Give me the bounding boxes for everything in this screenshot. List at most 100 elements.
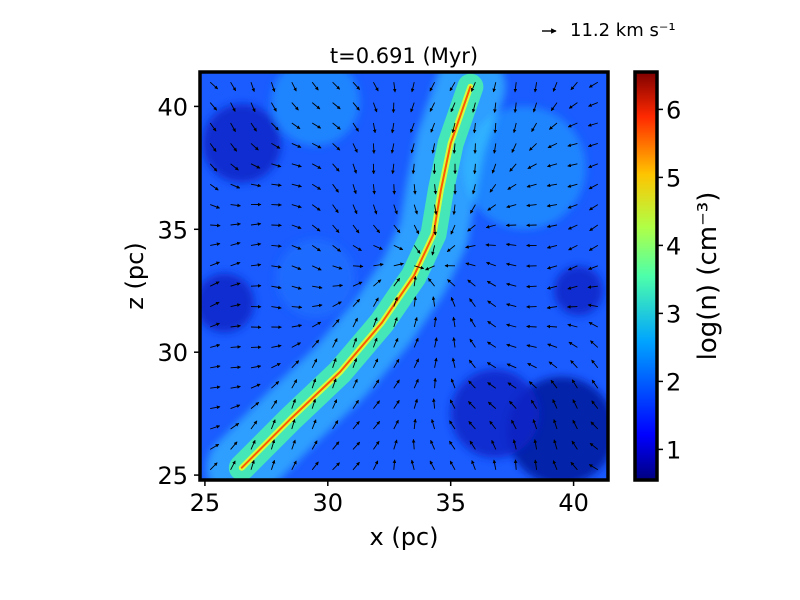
velocity-arrow: [271, 122, 279, 131]
velocity-arrow: [373, 440, 380, 450]
velocity-arrow: [230, 345, 242, 349]
velocity-arrow: [433, 224, 437, 236]
velocity-arrow: [393, 317, 398, 328]
velocity-arrow: [393, 439, 398, 450]
velocity-arrow: [553, 439, 558, 450]
velocity-arrow: [450, 296, 456, 307]
velocity-arrow: [431, 143, 436, 154]
velocity-arrow: [332, 102, 341, 110]
velocity-arrow: [413, 296, 417, 307]
velocity-arrow: [352, 337, 358, 348]
velocity-arrow: [468, 359, 476, 369]
velocity-arrow: [392, 184, 397, 195]
velocity-arrow: [332, 319, 340, 328]
velocity-arrow: [413, 418, 417, 430]
velocity-arrow: [506, 282, 517, 287]
velocity-arrow: [210, 223, 221, 228]
velocity-arrow: [467, 224, 476, 232]
velocity-arrow: [433, 377, 437, 389]
velocity-arrow: [572, 399, 578, 409]
velocity-arrow: [291, 418, 296, 430]
velocity-arrow: [373, 297, 379, 307]
velocity-arrow: [570, 461, 578, 471]
density-field: [200, 72, 608, 480]
velocity-arrow: [588, 265, 598, 270]
velocity-arrow: [332, 338, 338, 348]
velocity-arrow: [250, 401, 260, 409]
velocity-arrow: [487, 401, 497, 409]
velocity-arrow: [372, 102, 378, 113]
velocity-arrow: [250, 383, 261, 389]
velocity-arrow: [546, 183, 558, 188]
velocity-arrow: [210, 343, 221, 348]
velocity-arrow: [513, 102, 518, 113]
velocity-arrow: [352, 461, 360, 471]
y-tick-label: 40: [157, 93, 188, 121]
velocity-arrow: [352, 281, 363, 287]
velocity-arrow: [413, 358, 420, 368]
velocity-arrow: [393, 262, 404, 267]
velocity-arrow: [271, 265, 282, 269]
colorbar-gradient: [633, 70, 659, 482]
colorbar-tick-label: 5: [666, 164, 681, 192]
velocity-arrow: [546, 305, 558, 310]
velocity-arrow: [230, 365, 242, 370]
velocity-arrow: [352, 378, 358, 389]
velocity-arrow: [492, 459, 497, 470]
velocity-arrow: [291, 142, 302, 148]
velocity-arrow: [506, 343, 517, 348]
velocity-arrow: [513, 459, 518, 470]
velocity-arrow: [210, 425, 221, 430]
velocity-arrow: [250, 459, 255, 470]
velocity-arrow: [209, 462, 218, 471]
velocity-arrow: [352, 317, 358, 328]
velocity-arrow: [449, 399, 456, 409]
velocity-arrow: [352, 441, 361, 450]
velocity-arrow: [210, 204, 221, 209]
velocity-arrow: [352, 204, 358, 215]
velocity-arrow: [589, 442, 599, 450]
velocity-arrow: [506, 363, 517, 369]
y-tick-label: 35: [157, 216, 188, 244]
velocity-arrow: [552, 399, 558, 409]
velocity-arrow: [230, 385, 241, 389]
velocity-arrow: [250, 102, 256, 113]
velocity-arrow: [332, 357, 337, 368]
velocity-arrow: [291, 323, 303, 328]
velocity-arrow: [291, 204, 302, 209]
velocity-arrow: [587, 122, 598, 127]
velocity-arrow: [332, 245, 341, 252]
velocity-arrow: [373, 400, 380, 409]
colorbar-label: log(n) (cm⁻³): [693, 192, 723, 361]
velocity-arrow: [291, 244, 302, 250]
velocity-arrow: [372, 143, 376, 154]
velocity-arrow: [332, 462, 340, 471]
velocity-arrow: [567, 122, 578, 128]
velocity-arrow: [431, 296, 436, 307]
velocity-arrow: [390, 122, 395, 134]
velocity-arrow: [591, 379, 599, 389]
velocity-arrow: [291, 265, 302, 270]
velocity-arrow: [430, 122, 436, 133]
x-axis-label: x (pc): [370, 523, 439, 551]
velocity-arrow: [546, 324, 558, 329]
velocity-arrow: [546, 244, 558, 249]
velocity-arrow: [450, 102, 456, 113]
velocity-arrow: [393, 204, 398, 215]
velocity-arrow: [311, 440, 318, 450]
velocity-arrow: [291, 285, 302, 290]
velocity-arrow: [471, 460, 476, 470]
velocity-arrow: [492, 82, 497, 93]
velocity-arrow: [271, 285, 282, 290]
velocity-arrow: [210, 364, 221, 369]
velocity-arrow: [491, 439, 497, 450]
velocity-arrow: [546, 285, 558, 290]
plot-frame: [198, 70, 610, 482]
velocity-arrow: [372, 204, 378, 215]
velocity-arrow: [230, 241, 241, 246]
velocity-arrow: [271, 305, 282, 310]
velocity-arrow: [487, 382, 497, 389]
velocity-arrow: [589, 204, 599, 211]
velocity-arrow: [392, 82, 397, 93]
velocity-arrow: [511, 419, 517, 430]
